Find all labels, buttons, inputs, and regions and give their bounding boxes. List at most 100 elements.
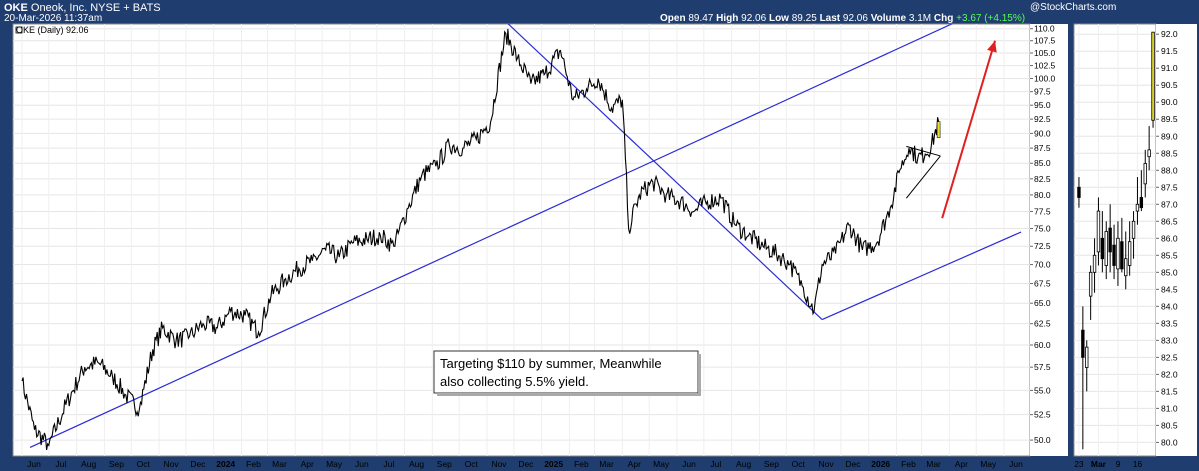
x-tick-label: May xyxy=(653,459,670,469)
zoom-y-tick-label: 91.5 xyxy=(1161,46,1178,56)
x-tick-label: Mar xyxy=(926,459,941,469)
quote-summary: Open 89.47 High 92.06 Low 89.25 Last 92.… xyxy=(660,13,1025,24)
x-tick-label: Aug xyxy=(81,459,96,469)
zoom-y-tick-label: 90.0 xyxy=(1161,97,1178,107)
y-tick-label: 77.5 xyxy=(1034,206,1051,216)
chart-title: OKE (Daily) 92.06 xyxy=(16,25,89,35)
target-arrow xyxy=(941,40,997,219)
x-tick-label: Feb xyxy=(246,459,261,469)
annotation-box: Targeting $110 by summer, Meanwhile also… xyxy=(433,350,701,396)
downtrend-line xyxy=(507,24,823,320)
x-tick-label: Apr xyxy=(301,459,314,469)
chg-label: Chg xyxy=(933,13,954,24)
x-tick-label: 2026 xyxy=(871,459,890,469)
x-tick-label: Dec xyxy=(845,459,861,469)
zoom-y-tick-label: 92.0 xyxy=(1161,29,1178,39)
x-tick-label: Jun xyxy=(27,459,41,469)
last-candle xyxy=(936,121,941,139)
zoom-candle-body xyxy=(1116,237,1120,270)
x-tick-label: Aug xyxy=(736,459,751,469)
y-tick-label: 55.0 xyxy=(1034,385,1051,395)
zoom-y-tick-label: 88.0 xyxy=(1161,165,1178,175)
zoom-candle-body xyxy=(1092,254,1097,273)
zoom-y-tick-label: 80.5 xyxy=(1161,420,1178,430)
y-tick-label: 90.0 xyxy=(1034,128,1051,138)
main-y-axis: 50.0 52.5 55.0 57.5 60.0 62.5 65.0 67.5 70.0 72.5… xyxy=(1030,24,1056,445)
y-tick-label: 62.5 xyxy=(1034,319,1051,329)
date-label: 20-Mar-2026 11:37am xyxy=(4,13,103,24)
x-tick-label: Sep xyxy=(764,459,779,469)
low-label: Low xyxy=(768,13,789,24)
last-value: 92.06 xyxy=(842,13,868,24)
zoom-y-tick-label: 85.5 xyxy=(1161,250,1178,260)
y-tick-label: 100.0 xyxy=(1034,73,1056,83)
x-tick-label: Aug xyxy=(409,459,424,469)
credit-label: @StockCharts.com xyxy=(1030,2,1117,13)
zoom-y-tick-label: 81.0 xyxy=(1161,403,1178,413)
zoom-x-tick-label: Mar xyxy=(1091,459,1107,469)
zoom-candle-body xyxy=(1096,210,1101,253)
x-tick-label: Jul xyxy=(55,459,66,469)
zoom-candle-body xyxy=(1077,186,1081,198)
open-value: 89.47 xyxy=(688,13,714,24)
main-grid xyxy=(13,24,1030,456)
zoom-candle-body xyxy=(1081,329,1085,358)
exchange-label: NYSE + BATS xyxy=(90,2,161,14)
low-value: 89.25 xyxy=(791,13,817,24)
legend-swatch xyxy=(15,26,23,34)
y-tick-label: 105.0 xyxy=(1034,48,1056,58)
y-tick-label: 72.5 xyxy=(1034,241,1051,251)
zoom-candle-body xyxy=(1120,241,1124,270)
x-tick-label: Jun xyxy=(682,459,696,469)
volume-label: Volume xyxy=(870,13,907,24)
x-tick-label: Feb xyxy=(574,459,589,469)
x-tick-label: Dec xyxy=(190,459,206,469)
x-tick-label: Jun xyxy=(1009,459,1023,469)
price-series-line xyxy=(21,28,940,450)
x-tick-label: Feb xyxy=(901,459,916,469)
y-tick-label: 75.0 xyxy=(1034,224,1051,234)
y-tick-label: 80.0 xyxy=(1034,190,1051,200)
zoom-candle-body xyxy=(1135,203,1140,212)
zoom-candle-body xyxy=(1100,237,1105,260)
y-tick-label: 110.0 xyxy=(1034,24,1055,34)
x-tick-label: May xyxy=(980,459,997,469)
x-tick-label: Apr xyxy=(955,459,968,469)
zoom-y-tick-label: 91.0 xyxy=(1161,63,1178,73)
mid-channel-line xyxy=(29,24,954,449)
main-y-axis-area xyxy=(1030,24,1068,456)
x-tick-label: Oct xyxy=(137,459,151,469)
pennant-bottom xyxy=(905,155,941,199)
target-arrow-head xyxy=(987,40,997,53)
zoom-candle-body xyxy=(1143,163,1147,185)
zoom-candle-body xyxy=(1088,271,1093,297)
zoom-candle-body xyxy=(1151,31,1155,121)
zoom-candle-body xyxy=(1139,197,1144,209)
zoom-y-tick-label: 85.0 xyxy=(1161,267,1178,277)
zoom-plot-area xyxy=(1073,23,1157,457)
zoom-y-tick-label: 84.5 xyxy=(1161,284,1178,294)
y-tick-label: 87.5 xyxy=(1034,143,1051,153)
zoom-y-tick-label: 86.0 xyxy=(1161,233,1178,243)
company-label: Oneok, Inc. xyxy=(30,2,88,14)
zoom-candle-body xyxy=(1112,244,1116,266)
y-tick-label: 50.0 xyxy=(1034,435,1051,445)
x-tick-label: Nov xyxy=(491,459,507,469)
symbol-label: OKE xyxy=(4,2,28,14)
zoom-x-tick-label: 16 xyxy=(1133,459,1143,469)
last-price-bar xyxy=(936,121,941,139)
y-tick-label: 97.5 xyxy=(1034,87,1051,97)
zoom-candle-body xyxy=(1147,149,1151,158)
x-tick-label: Mar xyxy=(599,459,614,469)
symbol-header: OKE Oneok, Inc. NYSE + BATS xyxy=(4,2,161,14)
chg-value: +3.67 (+4.15%) xyxy=(956,13,1026,24)
upper-channel-top xyxy=(506,0,1021,22)
zoom-candle-body xyxy=(1124,258,1128,277)
x-tick-label: Sep xyxy=(109,459,124,469)
zoom-y-tick-label: 81.5 xyxy=(1161,386,1178,396)
zoom-y-tick-label: 88.5 xyxy=(1161,148,1178,158)
zoom-y-tick-label: 90.5 xyxy=(1161,80,1178,90)
x-tick-label: Jul xyxy=(383,459,394,469)
y-tick-label: 85.0 xyxy=(1034,158,1051,168)
